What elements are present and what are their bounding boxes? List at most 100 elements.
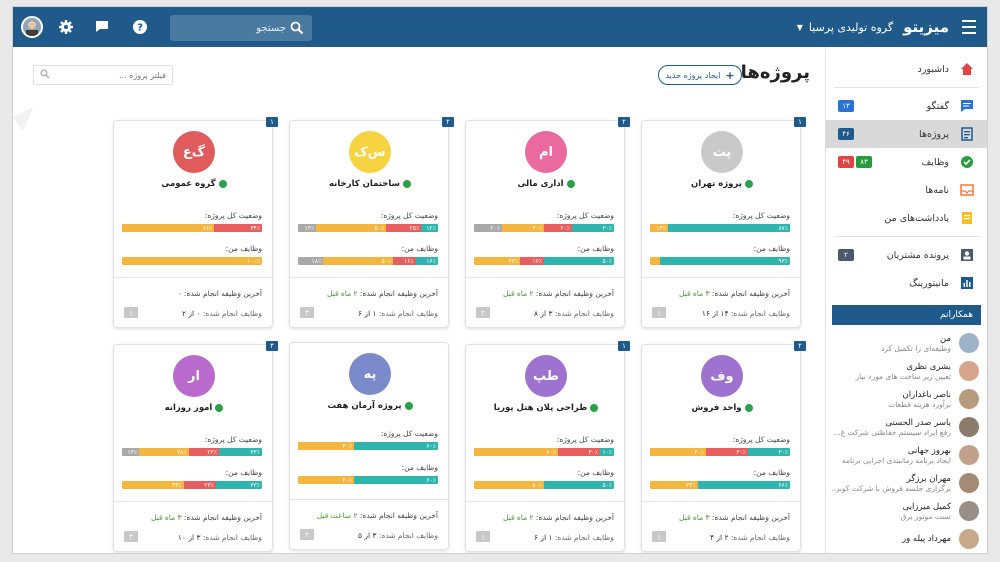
progress-segment: ۲۵٪	[386, 224, 422, 232]
my-tasks-label: وظایف من:	[753, 244, 790, 253]
colleague-item[interactable]: کمیل میرزایی تست موتور برق	[826, 497, 987, 525]
project-title[interactable]: گروه عمومی	[114, 179, 274, 189]
my-tasks-progress-bar: ۱۰۰٪	[122, 257, 262, 265]
colleague-item[interactable]: بهروز جهانی ایجاد برنامه زمانبندی اجرایی…	[826, 441, 987, 469]
avatar	[959, 389, 979, 409]
project-card[interactable]: ۴ ار امور روزانه وضعیت کل پروژه: ۳۳٪ ۲۳٪ ۳۸٪ ۱۳…	[113, 341, 278, 552]
colleague-item[interactable]: مهران برزگر برگزاری جلسه فروش با شرکت کو…	[826, 469, 987, 497]
search-box[interactable]	[170, 15, 312, 41]
project-title[interactable]: امور روزانه	[114, 403, 274, 413]
project-card[interactable]: ۱ طپ طراحی پلان هتل پوریا وضعیت کل پروژه: ۱۰…	[465, 341, 630, 552]
sidebar-item-notes[interactable]: یادداشت‌های من	[826, 204, 987, 232]
last-task-info: آخرین وظیفه انجام شده: ۲ ماه قبل	[503, 289, 614, 298]
project-card[interactable]: ۱ گ‌ع گروه عمومی وضعیت کل پروژه: ۳۴٪ ۶۶٪ وظایف…	[113, 117, 278, 328]
search-icon[interactable]	[290, 21, 304, 35]
filter-input[interactable]	[56, 70, 166, 80]
last-task-label: آخرین وظیفه انجام شده:	[183, 513, 262, 522]
last-task-info: آخرین وظیفه انجام شده: ۲ ماه قبل	[327, 289, 438, 298]
project-title[interactable]: پروژه تهران	[642, 179, 802, 189]
home-icon	[959, 61, 975, 77]
colleague-item[interactable]: بشری نظری تعیین زیر ساخت های مورد نیاز	[826, 357, 987, 385]
colleague-activity: رفع ایراد سیستم حفاظتی شرکت غ...	[833, 427, 951, 437]
my-tasks-label: وظایف من:	[225, 468, 262, 477]
project-avatar[interactable]: وف	[701, 355, 743, 397]
user-avatar[interactable]	[21, 16, 43, 38]
project-avatar[interactable]: پت	[701, 131, 743, 173]
tasks-done-info: وظایف انجام شده: ۰ از ۲	[182, 309, 262, 318]
colleague-activity: برگزاری جلسه فروش با شرکت کوبر...	[831, 483, 951, 493]
colleague-name: من	[939, 333, 951, 344]
create-project-label: ایجاد پروژه جدید	[665, 70, 721, 80]
project-avatar[interactable]: ار	[173, 355, 215, 397]
my-tasks-label: وظایف من:	[225, 244, 262, 253]
tasks-done-label: وظایف انجام شده:	[378, 309, 438, 318]
progress-segment: ۵۰٪	[474, 481, 544, 489]
card-number-badge: ۴	[266, 341, 278, 351]
project-card[interactable]: ۱ پت پروژه تهران وضعیت کل پروژه: ۸۷٪ ۱۳٪ وظایف…	[641, 117, 806, 328]
last-task-time: ۲ ماه قبل	[326, 289, 358, 298]
search-input[interactable]	[186, 22, 286, 34]
sidebar-item-dashboard[interactable]: داشبورد	[826, 55, 987, 83]
sidebar-item-projects[interactable]: پروژه‌ها ۴۶	[826, 120, 987, 148]
chart-icon	[959, 275, 975, 291]
project-avatar[interactable]: طپ	[525, 355, 567, 397]
overall-progress-bar: ۱۰٪ ۳۰٪ ۶۰٪	[474, 448, 614, 456]
member-count-badge: ۴	[300, 307, 314, 318]
progress-segment: ۳۰٪	[706, 448, 748, 456]
avatar	[959, 529, 979, 549]
sidebar-item-tasks[interactable]: وظایف ۸۳ ۴۹	[826, 148, 987, 176]
tasks-done-label: وظایف انجام شده:	[554, 309, 614, 318]
colleague-item[interactable]: من وظیفه‌ای را تکمیل کرد	[826, 329, 987, 357]
card-divider	[114, 277, 274, 278]
colleague-item[interactable]: ناصر باغداران برآورد هزینه قطعات	[826, 385, 987, 413]
tasks-done-label: وظایف انجام شده:	[202, 533, 262, 542]
create-project-button[interactable]: + ایجاد پروژه جدید	[658, 65, 742, 85]
org-selector[interactable]: گروه تولیدی پرسیا ▼	[797, 21, 893, 34]
sidebar-label: داشبورد	[917, 63, 949, 75]
project-title[interactable]: واحد فروش	[642, 403, 802, 413]
project-title[interactable]: پروژه آرمان هفت	[290, 401, 450, 411]
project-title[interactable]: طراحی پلان هتل پوریا	[466, 403, 626, 413]
progress-segment: ۱۶٪	[415, 257, 438, 265]
caret-down-icon: ▼	[796, 22, 803, 32]
last-task-time: ۲ ماه قبل	[502, 289, 534, 298]
chat-icon[interactable]	[93, 18, 111, 36]
sidebar-item-monitoring[interactable]: مانیتورینگ	[826, 269, 987, 297]
progress-segment: ۳۳٪	[218, 448, 262, 456]
project-card[interactable]: ۲ س‌ک ساختمان کارخانه وضعیت کل پروژه: ۱۲٪ ۲۵٪…	[289, 117, 454, 328]
colleague-name: یاسر صدر الحسنی	[885, 417, 951, 428]
sidebar-item-chat[interactable]: گفتگو ۱۳	[826, 92, 987, 120]
project-card[interactable]: ۲ ام اداری مالی وضعیت کل پروژه: ۳۰٪ ۲۰٪ ۳۰٪ ۲۰٪…	[465, 117, 630, 328]
card-divider	[466, 277, 626, 278]
divider	[834, 87, 979, 88]
project-title[interactable]: اداری مالی	[466, 179, 626, 189]
colleague-activity: تست موتور برق	[900, 511, 951, 521]
gear-icon[interactable]	[57, 18, 75, 36]
project-avatar[interactable]: گ‌ع	[173, 131, 215, 173]
project-card[interactable]: په پروژه آرمان هفت وضعیت کل پروژه: ۶۰٪ ۴۰٪ وظ…	[289, 342, 450, 550]
card-number-badge: ۲	[618, 117, 630, 127]
sidebar-label: وظایف	[921, 156, 949, 168]
project-card[interactable]: ۲ وف واحد فروش وضعیت کل پروژه: ۳۰٪ ۳۰٪ ۴۰٪ وظای…	[641, 341, 806, 552]
overall-status-label: وضعیت کل پروژه:	[732, 211, 790, 220]
project-name: گروه عمومی	[161, 179, 216, 189]
sidebar-item-letters[interactable]: نامه‌ها	[826, 176, 987, 204]
colleague-item[interactable]: یاسر صدر الحسنی رفع ایراد سیستم حفاظتی ش…	[826, 413, 987, 441]
project-title[interactable]: ساختمان کارخانه	[290, 179, 450, 189]
tasks-badge-red: ۴۹	[838, 156, 854, 168]
help-icon[interactable]: ?	[131, 18, 149, 36]
chat-icon	[959, 98, 975, 114]
project-filter[interactable]	[33, 65, 173, 85]
project-avatar[interactable]: ام	[525, 131, 567, 173]
colleague-item[interactable]: مهرداد پیله ور	[826, 525, 987, 553]
progress-segment: ۳۳٪	[215, 481, 262, 489]
sidebar-item-customers[interactable]: پرونده مشتریان ۲	[826, 241, 987, 269]
project-name: واحد فروش	[691, 403, 742, 413]
menu-icon[interactable]	[949, 7, 987, 47]
project-avatar[interactable]: س‌ک	[349, 131, 391, 173]
overall-progress-bar: ۳۰٪ ۳۰٪ ۴۰٪	[650, 448, 790, 456]
brand-logo[interactable]: میزیتو	[903, 18, 949, 36]
project-avatar[interactable]: په	[349, 353, 391, 395]
card-divider	[290, 277, 450, 278]
overall-progress-bar: ۸۷٪ ۱۳٪	[650, 224, 790, 232]
